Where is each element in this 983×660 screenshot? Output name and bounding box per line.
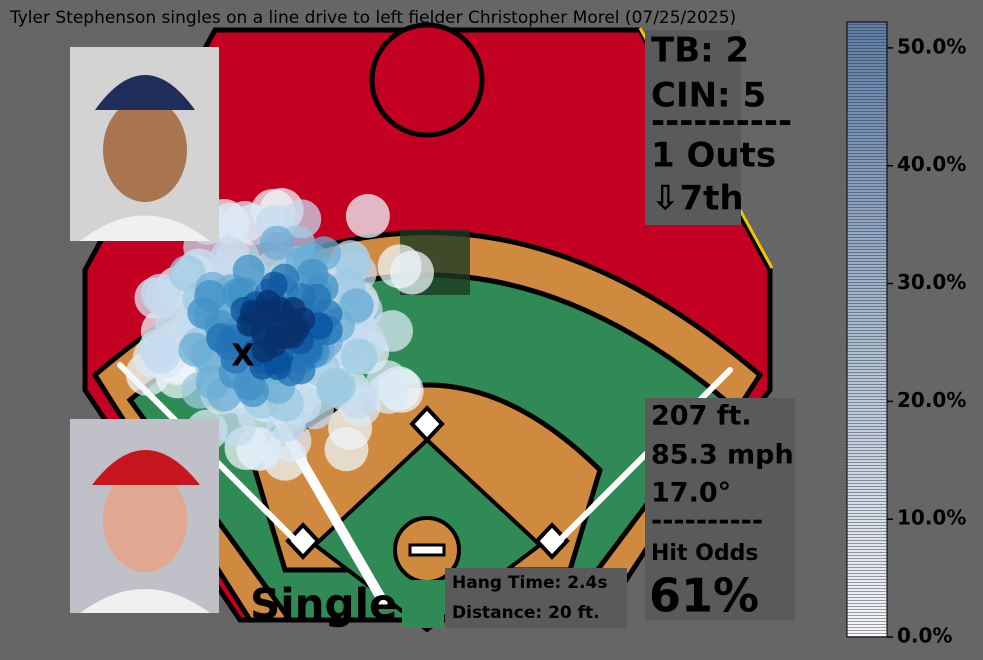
cloud-blob: [216, 407, 256, 447]
hang-time: Hang Time: 2.4s: [452, 573, 608, 593]
home-score: CIN: 5: [651, 76, 766, 116]
exit-velocity: 85.3 mph: [651, 440, 794, 471]
hit-probability-cloud: [125, 188, 435, 481]
landing-marker: X: [231, 339, 254, 374]
cloud-blob: [339, 288, 374, 323]
cloud-blob: [259, 225, 295, 261]
cloud-blob: [140, 273, 180, 313]
tick-label: 20.0%: [897, 388, 966, 412]
fielder-distance: Distance: 20 ft.: [452, 603, 600, 623]
inning: ⇩7th: [651, 179, 744, 219]
cloud-blob: [366, 360, 408, 402]
cloud-blob: [290, 307, 316, 333]
colorbar: [846, 21, 888, 638]
fielder-photo: [70, 419, 219, 613]
hang-panel: [445, 568, 627, 628]
outs: 1 Outs: [651, 136, 776, 176]
cloud-blob: [345, 194, 390, 239]
tick-label: 50.0%: [897, 34, 966, 58]
hit-odds: 61%: [649, 569, 759, 623]
divider: ----------: [651, 506, 763, 537]
batter-photo: [70, 47, 219, 241]
scoreboard-panel: [645, 30, 741, 225]
result-swatch: [402, 580, 444, 628]
tick-label: 10.0%: [897, 506, 966, 530]
divider: ----------: [651, 102, 792, 142]
away-score: TB: 2: [651, 31, 749, 71]
launch-angle: 17.0°: [651, 478, 731, 509]
tick-label: 40.0%: [897, 152, 966, 176]
tick-label: 30.0%: [897, 270, 966, 294]
cloud-blob: [340, 338, 378, 376]
tick-label: 0.0%: [897, 624, 952, 648]
hit-panel: [645, 398, 795, 620]
cloud-blob: [251, 337, 277, 363]
title: Tyler Stephenson singles on a line drive…: [9, 8, 736, 28]
hit-distance: 207 ft.: [651, 401, 752, 432]
cloud-blob: [267, 296, 293, 322]
odds-label: Hit Odds: [651, 541, 758, 566]
cloud-blob: [187, 296, 220, 329]
result: Single: [250, 580, 398, 629]
cloud-blob: [377, 244, 422, 289]
cloud-blob: [138, 328, 178, 369]
cloud-blob: [285, 354, 316, 385]
